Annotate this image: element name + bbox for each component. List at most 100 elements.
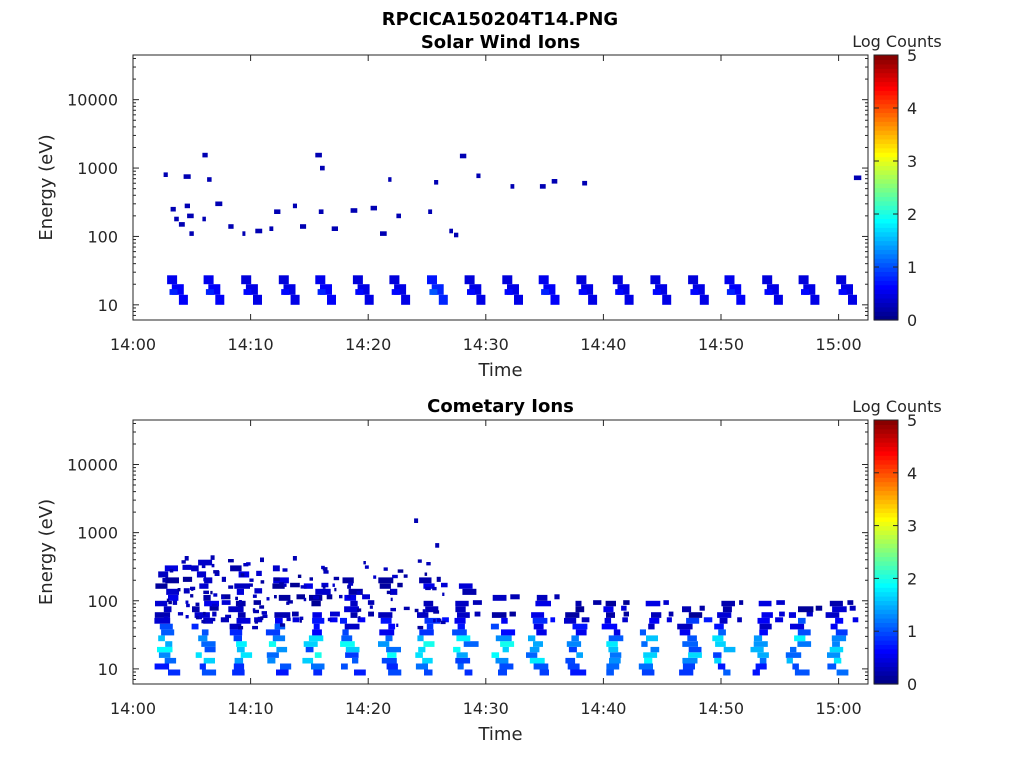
heatmap-cell <box>457 652 468 658</box>
heatmap-cell <box>340 618 347 624</box>
heatmap-cell <box>704 617 713 622</box>
y-tick-label: 100 <box>87 592 118 611</box>
heatmap-cell <box>207 177 212 182</box>
heatmap-cell <box>378 577 393 583</box>
colorbar-segment <box>874 570 898 575</box>
heatmap-cell <box>714 624 724 630</box>
x-tick-label: 14:50 <box>698 699 744 718</box>
heatmap-cell <box>774 295 783 305</box>
heatmap-cell <box>249 579 253 582</box>
heatmap-cell <box>650 275 660 284</box>
heatmap-cell <box>416 664 428 670</box>
heatmap-cell <box>570 670 586 676</box>
heatmap-cell <box>260 558 264 563</box>
heatmap-cell <box>737 617 742 622</box>
colorbar-segment <box>874 675 898 680</box>
heatmap-cell <box>179 222 185 227</box>
heatmap-cell <box>643 652 657 658</box>
heatmap-cell <box>397 583 402 588</box>
heatmap-cell <box>433 619 436 622</box>
heatmap-cell <box>682 641 698 647</box>
colorbar-segment <box>874 311 898 316</box>
heatmap-cell <box>238 603 243 606</box>
heatmap-cell <box>246 562 251 565</box>
heatmap-cell <box>288 600 293 603</box>
heatmap-cell <box>237 618 251 624</box>
heatmap-cell <box>280 623 285 626</box>
heatmap-cell <box>388 177 391 182</box>
heatmap-cell <box>387 652 396 658</box>
colorbar-segment <box>874 548 898 553</box>
colorbar-segment <box>874 583 898 588</box>
heatmap-cell <box>313 596 319 599</box>
heatmap-cell <box>565 612 579 618</box>
heatmap-cell <box>663 600 669 605</box>
heatmap-cell <box>854 176 861 181</box>
heatmap-cell <box>253 610 259 613</box>
heatmap-cell <box>323 567 328 570</box>
heatmap-cell <box>185 204 190 209</box>
colorbar-tick-label: 3 <box>907 152 917 171</box>
colorbar-segment <box>874 424 898 429</box>
heatmap-cell <box>382 658 397 664</box>
heatmap-cell <box>502 275 512 284</box>
heatmap-cell <box>211 555 215 560</box>
heatmap-cell <box>309 635 323 641</box>
heatmap-cell <box>301 585 307 588</box>
heatmap-cell <box>273 635 285 641</box>
colorbar-segment <box>874 438 898 443</box>
heatmap-cell <box>313 670 322 676</box>
colorbar-segment <box>874 526 898 531</box>
x-tick-label: 14:40 <box>580 699 626 718</box>
heatmap-cell <box>496 658 509 664</box>
heatmap-cell <box>528 635 535 641</box>
heatmap-cell <box>302 658 313 664</box>
heatmap-cell <box>201 641 215 647</box>
heatmap-cell <box>232 670 245 676</box>
colorbar-segment <box>874 267 898 272</box>
heatmap-cell <box>189 231 193 236</box>
colorbar-segment <box>874 420 898 425</box>
heatmap-cell <box>648 624 654 630</box>
heatmap-cell <box>312 629 322 635</box>
heatmap-cell <box>293 204 297 209</box>
heatmap-cell <box>228 585 233 588</box>
heatmap-cell <box>609 658 621 664</box>
heatmap-cell <box>723 670 730 676</box>
heatmap-cell <box>429 289 437 295</box>
heatmap-cell <box>390 608 396 611</box>
colorbar-segment <box>874 556 898 561</box>
heatmap-cell <box>425 587 431 590</box>
colorbar-segment <box>874 596 898 601</box>
heatmap-cell <box>725 275 735 284</box>
heatmap-cell <box>762 275 772 284</box>
figure-title: RPCICA150204T14.PNG <box>382 9 618 30</box>
heatmap-cell <box>230 629 242 635</box>
heatmap-cell <box>165 658 176 664</box>
y-axis-label: Energy (eV) <box>36 134 57 240</box>
colorbar-segment <box>874 86 898 91</box>
colorbar-segment <box>874 112 898 117</box>
heatmap-cell <box>267 658 275 664</box>
heatmap-cell <box>254 600 261 605</box>
heatmap-cell <box>158 571 168 577</box>
heatmap-cell <box>390 589 397 595</box>
heatmap-cell <box>533 618 548 624</box>
heatmap-cell <box>192 606 200 612</box>
colorbar-segment <box>874 460 898 465</box>
colorbar-segment <box>874 543 898 548</box>
heatmap-cell <box>613 275 623 284</box>
heatmap-cell <box>530 658 545 664</box>
colorbar-segment <box>874 565 898 570</box>
heatmap-cell <box>751 647 764 652</box>
heatmap-cell <box>358 616 360 619</box>
heatmap-cell <box>552 179 558 184</box>
heatmap-cell <box>799 275 809 284</box>
heatmap-cell <box>162 578 166 583</box>
heatmap-cell <box>254 588 262 593</box>
heatmap-cell <box>237 647 245 652</box>
heatmap-cell <box>606 612 615 618</box>
heatmap-cell <box>758 618 770 624</box>
colorbar-segment <box>874 477 898 482</box>
heatmap-cell <box>454 233 458 238</box>
